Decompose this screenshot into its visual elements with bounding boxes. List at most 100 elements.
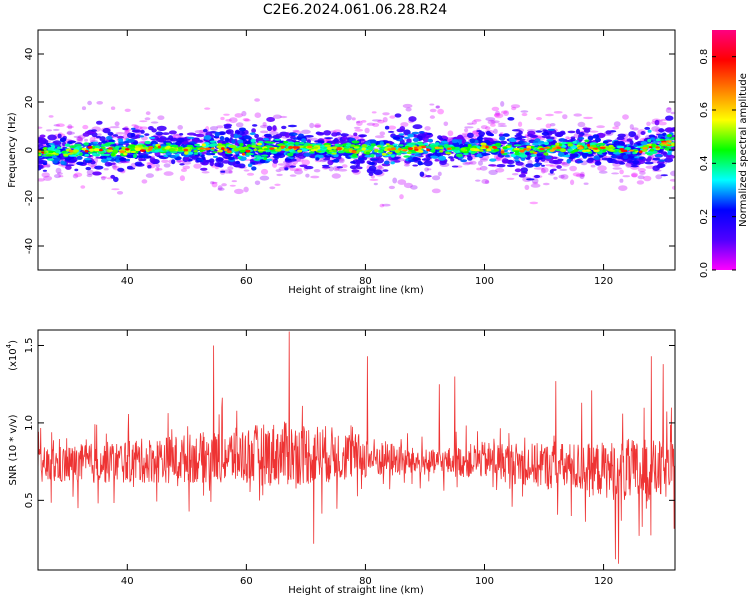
snr-x-tick-label: 40: [121, 576, 134, 587]
spectral-cell: [535, 158, 540, 163]
spectral-cell: [402, 149, 408, 152]
spectral-cell: [266, 125, 273, 132]
spectral-cell: [500, 150, 505, 154]
spectral-cell: [276, 143, 283, 146]
spectral-cell: [179, 133, 184, 136]
spectral-cell: [74, 168, 79, 172]
spectral-cell: [651, 143, 656, 148]
spectral-cell: [45, 129, 53, 132]
spectral-cell: [168, 130, 177, 135]
spectral-cell: [88, 151, 93, 154]
spectral-cell: [179, 163, 185, 166]
spectral-cell: [83, 142, 89, 146]
spectral-cell: [405, 145, 410, 149]
spectral-cell: [350, 144, 356, 147]
spectral-cell: [365, 151, 370, 155]
spectral-cell: [243, 186, 249, 193]
spectral-cell: [666, 134, 673, 138]
spectral-cell: [170, 137, 178, 142]
spectral-cell: [178, 146, 183, 150]
spectral-cell: [284, 158, 292, 161]
spectral-cell: [205, 147, 211, 151]
spectral-cell: [632, 127, 639, 131]
spectral-cell: [514, 134, 523, 138]
spectral-cell: [507, 117, 515, 121]
spectral-cell: [199, 149, 204, 153]
spectral-cell: [342, 136, 348, 141]
spectral-cell: [238, 127, 246, 132]
spectral-cell: [353, 126, 361, 129]
spectral-cell: [387, 125, 397, 130]
spectral-cell: [272, 125, 277, 132]
spectral-cell: [597, 165, 607, 172]
spectral-cell: [629, 124, 634, 130]
spectral-cell: [337, 150, 345, 154]
spectral-cell: [613, 149, 618, 153]
spectrogram-y-axis: -40 -20 0 20 40: [24, 48, 675, 254]
spectral-cell: [319, 159, 326, 163]
spectral-cell: [647, 156, 652, 161]
spectral-cell: [405, 107, 412, 112]
snr-x-tick-label: 120: [594, 576, 613, 587]
spectral-cell: [511, 106, 517, 111]
spectral-cell: [479, 165, 488, 171]
spectral-cell: [251, 128, 256, 134]
spectral-cell: [655, 128, 660, 133]
spectral-cell: [45, 154, 53, 157]
snr-y-tick-label: 1.0: [24, 415, 35, 431]
spectral-cell: [527, 133, 534, 137]
spectral-cell: [525, 152, 530, 155]
spectral-cell: [647, 138, 652, 143]
spectral-cell: [225, 119, 232, 122]
spectral-cell: [545, 164, 554, 167]
spectral-cell: [205, 159, 211, 163]
spectral-cell: [179, 175, 185, 182]
spectral-cell: [227, 156, 235, 160]
spectral-cell: [451, 139, 459, 144]
spectral-cell: [315, 157, 320, 161]
spectral-cell: [639, 156, 645, 160]
spectral-cell: [502, 146, 508, 150]
spectral-cell: [573, 153, 579, 158]
spectral-cell: [443, 121, 449, 127]
spectral-cell: [518, 174, 527, 178]
spectral-cell: [435, 105, 440, 109]
spectral-cell: [86, 173, 93, 178]
spectral-cell: [572, 149, 579, 152]
spectral-cell: [235, 160, 240, 165]
spectral-cell: [489, 133, 494, 137]
spectral-cell: [134, 161, 143, 166]
spectral-cell: [234, 113, 243, 118]
spectral-cell: [498, 133, 504, 137]
spectral-cell: [655, 174, 663, 180]
spectral-cell: [217, 149, 223, 153]
spectral-cell: [64, 164, 75, 167]
spectral-cell: [589, 130, 599, 133]
spectral-cell: [390, 161, 395, 165]
spectral-cell: [262, 122, 267, 127]
spectral-cell: [209, 126, 219, 131]
spectral-cell: [292, 146, 297, 149]
spectral-cell: [475, 179, 481, 182]
spectral-cell: [301, 138, 307, 143]
spectral-cell: [552, 147, 557, 150]
spectral-cell: [573, 113, 582, 117]
spectral-cell: [500, 140, 508, 145]
spectral-cell: [398, 144, 404, 147]
spectral-cell: [165, 152, 172, 156]
spectral-cell: [628, 160, 633, 163]
spectral-cell: [250, 161, 256, 165]
spectral-cell: [74, 143, 82, 147]
spectral-cell: [504, 154, 510, 158]
spectral-cell: [370, 158, 378, 161]
spectral-cell: [462, 151, 469, 154]
spectral-cell: [379, 203, 385, 208]
spectral-cell: [237, 139, 244, 144]
spectral-cell: [561, 145, 567, 148]
spectral-cell: [493, 146, 498, 149]
spectrogram-y-tick-label: 20: [24, 96, 35, 109]
spectral-cell: [567, 130, 576, 134]
spectral-cell: [202, 128, 208, 133]
spectral-cell: [38, 143, 44, 147]
spectral-cell: [374, 165, 384, 171]
